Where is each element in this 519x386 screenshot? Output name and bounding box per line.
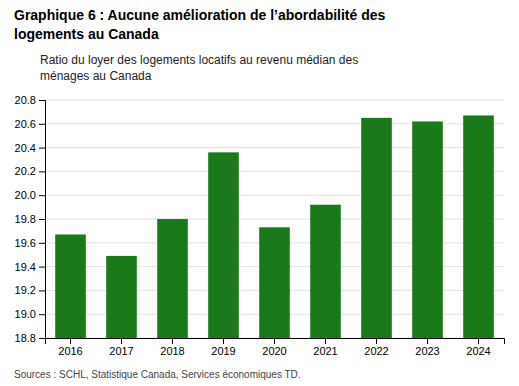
title: Graphique 6 : Aucune amélioration de l’a… (14, 7, 386, 23)
bar (55, 234, 86, 338)
y-tick: 20.0 (15, 189, 45, 201)
grid-line (45, 100, 504, 101)
x-tick: 2024 (466, 338, 490, 357)
y-tick: 19.2 (15, 284, 45, 296)
x-tick-mark (121, 338, 122, 344)
y-tick-label: 19.4 (15, 261, 36, 273)
y-tick-label: 20.8 (15, 94, 36, 106)
x-axis: 2016 2017 2018 2019 2020 2021 2022 2023 2024 (46, 338, 505, 357)
x-axis-line (46, 339, 505, 345)
y-tick-label: 19.0 (15, 308, 36, 320)
x-tick-mark (325, 338, 326, 344)
x-tick-label: 2019 (211, 345, 235, 357)
x-tick: 2023 (415, 338, 439, 357)
chart: Graphique 6 : Aucune amélioration de l’a… (0, 0, 519, 386)
y-axis: 18.8 19.0 19.2 19.4 19.6 19.8 20.0 20.2 20.4 20.6… (15, 94, 46, 344)
y-tick: 19.8 (15, 213, 45, 225)
x-tick: 2019 (211, 338, 235, 357)
subtitle: Ratio du loyer des logements locatifs au… (40, 53, 358, 67)
x-tick-label: 2016 (58, 345, 82, 357)
x-tick-label: 2022 (364, 345, 388, 357)
bar (208, 152, 239, 338)
y-tick-label: 20.2 (15, 165, 36, 177)
x-tick: 2017 (109, 338, 133, 357)
x-tick: 2022 (364, 338, 388, 357)
x-tick-label: 2023 (415, 345, 439, 357)
y-tick-label: 20.0 (15, 189, 36, 201)
y-tick: 19.0 (15, 308, 45, 320)
x-tick: 2020 (262, 338, 286, 357)
y-tick: 19.6 (15, 237, 45, 249)
y-tick-mark (39, 314, 45, 315)
bar (412, 121, 443, 338)
x-tick: 2018 (160, 338, 184, 357)
y-tick-mark (39, 148, 45, 149)
y-tick: 20.8 (15, 94, 45, 106)
plot: 18.8 19.0 19.2 19.4 19.6 19.8 20.0 20.2 20.4 20.6… (15, 94, 505, 386)
bars (55, 115, 494, 338)
x-tick-mark (376, 338, 377, 344)
bar (259, 227, 290, 338)
x-tick-mark (172, 338, 173, 344)
y-tick: 20.2 (15, 165, 45, 177)
y-tick-mark (39, 338, 45, 339)
x-tick-label: 2020 (262, 345, 286, 357)
x-tick-label: 2018 (160, 345, 184, 357)
x-tick-mark (427, 338, 428, 344)
y-tick: 19.4 (15, 261, 45, 273)
x-tick-label: 2024 (466, 345, 490, 357)
subtitle: ménages au Canada (40, 69, 152, 83)
y-tick-mark (39, 124, 45, 125)
x-tick-mark (223, 338, 224, 344)
y-tick-label: 19.8 (15, 213, 36, 225)
x-tick-label: 2017 (109, 345, 133, 357)
y-tick-label: 20.4 (15, 142, 36, 154)
y-tick-label: 19.2 (15, 284, 36, 296)
x-tick-mark (70, 338, 71, 344)
x-tick-mark (478, 338, 479, 344)
y-tick-mark (39, 219, 45, 220)
y-tick-mark (39, 243, 45, 244)
bar (157, 219, 188, 338)
y-tick-label: 18.8 (15, 332, 36, 344)
x-tick: 2021 (313, 338, 337, 357)
bar (310, 205, 341, 338)
bar (463, 115, 494, 338)
y-tick-mark (39, 267, 45, 268)
y-axis-line (39, 101, 46, 339)
y-tick: 20.4 (15, 142, 45, 154)
source-note: Sources : SCHL, Statistique Canada, Serv… (14, 369, 301, 380)
y-tick-mark (39, 100, 45, 101)
y-tick: 18.8 (15, 332, 45, 344)
title: logements au Canada (14, 26, 159, 42)
bar (361, 118, 392, 338)
y-tick-mark (39, 171, 45, 172)
bar (106, 256, 137, 338)
y-tick-mark (39, 290, 45, 291)
x-tick: 2016 (58, 338, 82, 357)
y-tick-mark (39, 195, 45, 196)
x-tick-label: 2021 (313, 345, 337, 357)
y-tick-label: 19.6 (15, 237, 36, 249)
y-tick: 20.6 (15, 118, 45, 130)
x-tick-mark (274, 338, 275, 344)
y-tick-label: 20.6 (15, 118, 36, 130)
